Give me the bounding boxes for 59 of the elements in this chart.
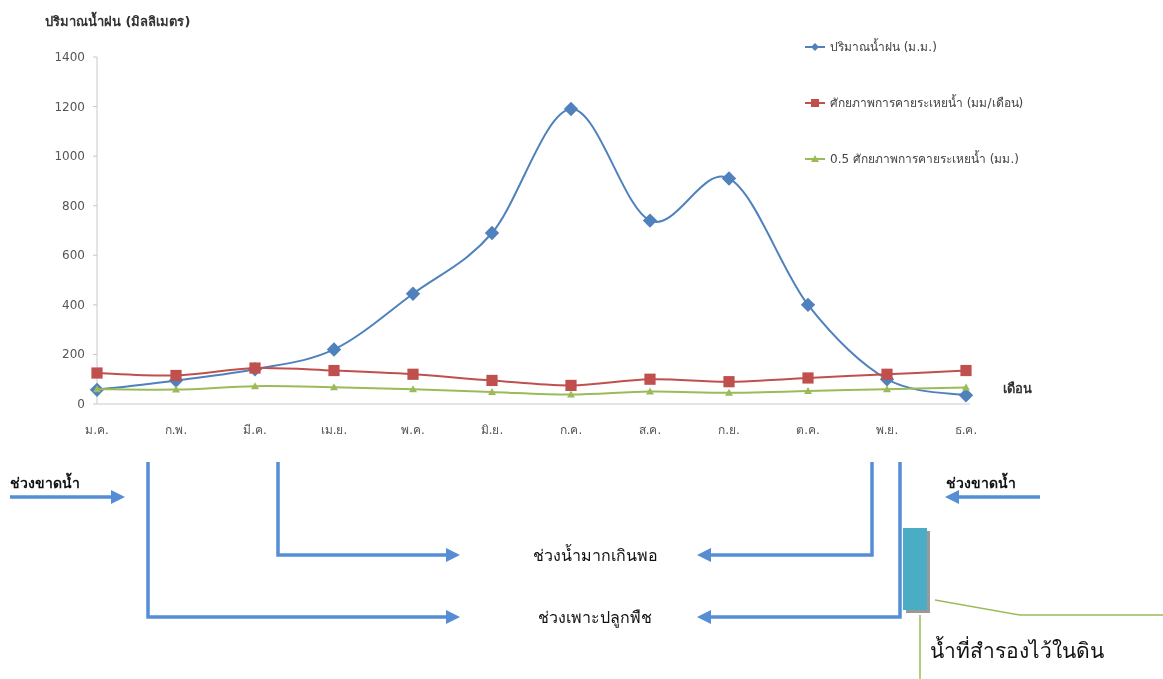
point bbox=[328, 364, 340, 377]
y-tick-label: 1200 bbox=[54, 99, 85, 114]
point bbox=[960, 364, 972, 377]
point bbox=[172, 385, 180, 393]
point bbox=[170, 369, 182, 382]
text: ช่วงขาดน้ำ bbox=[946, 472, 1016, 491]
point bbox=[565, 379, 577, 392]
y-tick-label: 200 bbox=[62, 347, 85, 362]
point bbox=[563, 101, 579, 117]
point bbox=[486, 374, 498, 387]
point bbox=[251, 382, 259, 390]
point bbox=[958, 388, 974, 403]
point bbox=[721, 171, 737, 186]
text: น้ำที่สำรองไว้ในดิน bbox=[930, 636, 1104, 663]
x-tick-label: เม.ย. bbox=[320, 423, 348, 437]
point bbox=[723, 376, 735, 388]
x-tick-label: ม.ค. bbox=[85, 423, 109, 437]
x-tick-label: พ.ย. bbox=[875, 423, 899, 437]
y-tick-label: 400 bbox=[62, 297, 85, 312]
y-tick-label: 1400 bbox=[54, 50, 85, 64]
y-tick-label: 800 bbox=[62, 198, 85, 213]
x-tick-label: ต.ค. bbox=[796, 423, 820, 437]
point bbox=[567, 390, 575, 398]
text: ช่วงขาดน้ำ bbox=[10, 472, 80, 491]
point bbox=[409, 385, 417, 393]
x-axis-title: เดือน bbox=[1003, 381, 1032, 396]
y-tick-label: 600 bbox=[62, 248, 85, 263]
point bbox=[646, 387, 654, 395]
legend-label: ปริมาณน้ำฝน (ม.ม.) bbox=[830, 38, 937, 54]
text: ช่วงน้ำมากเกินพอ bbox=[532, 544, 658, 565]
point bbox=[484, 225, 500, 241]
text: ช่วงเพาะปลูกพืช bbox=[538, 608, 652, 628]
point bbox=[405, 286, 421, 301]
point bbox=[326, 342, 342, 357]
x-tick-label: พ.ค. bbox=[401, 423, 425, 437]
x-tick-label: ก.ย. bbox=[718, 423, 740, 437]
point bbox=[800, 297, 816, 313]
point bbox=[804, 387, 812, 395]
x-tick-label: ก.ค. bbox=[559, 423, 583, 437]
legend-label: 0.5 ศักยภาพการคายระเหยน้ำ (มม.) bbox=[830, 150, 1019, 166]
point bbox=[91, 367, 103, 379]
x-tick-label: ส.ค. bbox=[638, 423, 662, 437]
point bbox=[883, 385, 891, 393]
y-tick-label: 1000 bbox=[54, 149, 85, 164]
x-tick-label: มี.ค. bbox=[243, 423, 267, 437]
y-tick-label: 0 bbox=[77, 397, 85, 411]
x-tick-label: ธ.ค. bbox=[954, 423, 978, 437]
point bbox=[725, 388, 733, 396]
point bbox=[330, 383, 338, 391]
point bbox=[644, 373, 656, 385]
point bbox=[802, 372, 814, 384]
x-tick-label: ก.พ. bbox=[164, 423, 188, 437]
point bbox=[642, 213, 658, 228]
y-axis-title: ปริมาณน้ำฝน (มิลลิเมตร) bbox=[45, 11, 191, 29]
point bbox=[407, 368, 419, 380]
point bbox=[488, 388, 496, 396]
legend-label: ศักยภาพการคายระเหยน้ำ (มม/เดือน) bbox=[830, 94, 1024, 110]
point bbox=[881, 368, 893, 380]
x-tick-label: มิ.ย. bbox=[480, 423, 504, 437]
